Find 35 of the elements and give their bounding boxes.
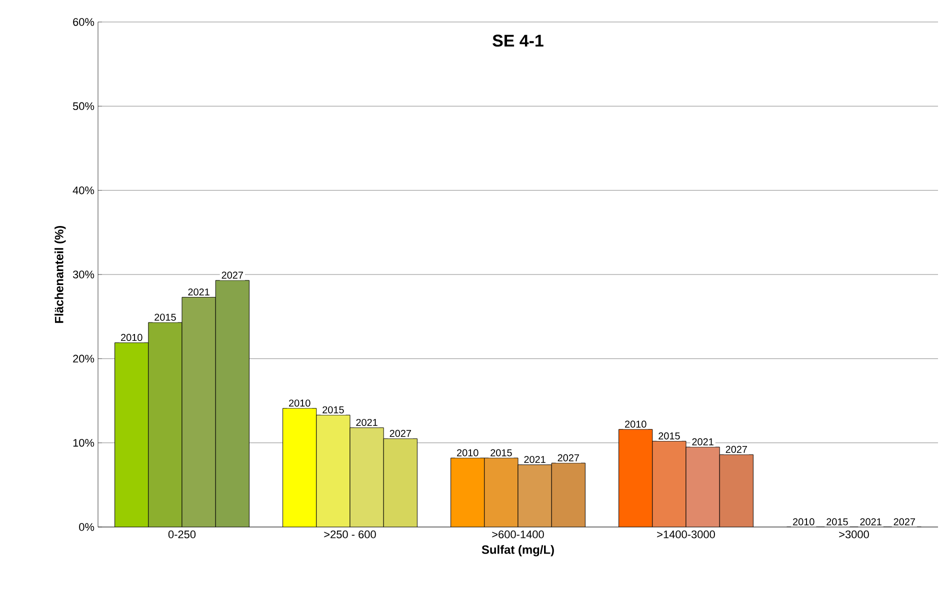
- series-label: 2015: [322, 406, 344, 414]
- text: 2021: [692, 438, 714, 446]
- text: 2010: [457, 449, 478, 456]
- y-tick-label: 20%: [73, 354, 94, 363]
- text: 2021: [860, 518, 882, 526]
- x-tick-label: >600-1400: [492, 530, 544, 538]
- series-label: 2010: [121, 334, 142, 341]
- y-tick-label: 40%: [72, 186, 94, 194]
- text: 2015: [658, 432, 680, 440]
- y-tick-label: 30%: [72, 270, 94, 278]
- y-axis-title: Flächenanteil (%): [54, 226, 66, 323]
- y-tick-label: 0%: [79, 523, 94, 531]
- text: 2010: [289, 400, 310, 407]
- text: 2027: [222, 272, 243, 279]
- text: 2027: [726, 446, 747, 453]
- y-tick-label: 50%: [72, 102, 94, 110]
- y-tick-label: 10%: [73, 438, 94, 447]
- x-tick-label: >1400-3000: [657, 530, 715, 538]
- x-tick-label: >250 - 600: [324, 530, 376, 538]
- x-tick-label: >3000: [839, 530, 869, 538]
- x-axis-title: Sulfat (mg/L): [482, 545, 554, 556]
- x-tick-label: 0-250: [168, 530, 196, 538]
- text: 2010: [625, 420, 646, 428]
- text: 2021: [188, 288, 210, 296]
- text: 2015: [154, 314, 176, 321]
- text: 2015: [826, 518, 848, 526]
- series-label: 2021: [356, 418, 378, 426]
- y-tick-label: 60%: [73, 18, 94, 26]
- text: 2021: [524, 456, 546, 464]
- text: 2010: [793, 518, 814, 526]
- text: SE 4-1: [492, 34, 544, 47]
- text: 2027: [390, 430, 411, 437]
- text: 2015: [490, 449, 512, 456]
- text: 2027: [894, 518, 915, 526]
- series-label: 2027: [558, 454, 579, 462]
